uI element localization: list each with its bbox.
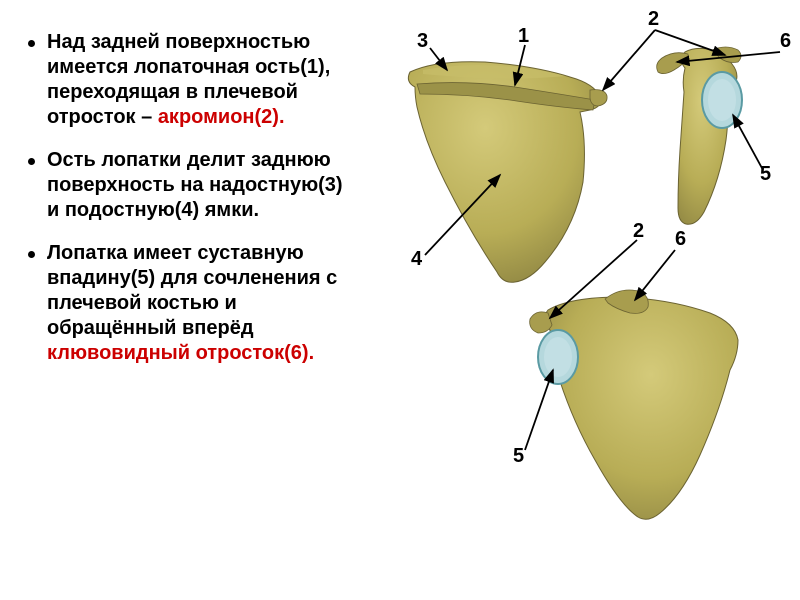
label-6-top: 6: [780, 30, 791, 53]
bullet-dot: [28, 251, 35, 258]
text-panel: Над задней поверхностью имеется лопаточн…: [0, 0, 355, 600]
label-4: 4: [411, 248, 422, 271]
label-6-mid: 6: [675, 228, 686, 251]
label-2-mid: 2: [633, 220, 644, 243]
bullet-dot: [28, 158, 35, 165]
label-5-bottom: 5: [513, 445, 524, 468]
label-5-right: 5: [760, 163, 771, 186]
figure-panel: 3 1 2 6 4 5 2 6 5: [355, 0, 800, 600]
label-1: 1: [518, 25, 529, 48]
bullet-highlight: клювовидный отросток(6).: [47, 342, 314, 364]
scapula-lateral: [630, 40, 770, 230]
label-3: 3: [417, 30, 428, 53]
bullet-text-3: Лопатка имеет суставную впадину(5) для с…: [47, 241, 345, 366]
scapula-anterior: [510, 285, 750, 535]
label-2-top: 2: [648, 8, 659, 31]
bullet-prefix: Ость лопатки делит заднюю поверхность на…: [47, 149, 343, 221]
scapula-posterior: [395, 52, 610, 287]
bullet-3: Лопатка имеет суставную впадину(5) для с…: [28, 241, 345, 366]
bullet-1: Над задней поверхностью имеется лопаточн…: [28, 30, 345, 130]
bullet-prefix: Лопатка имеет суставную впадину(5) для с…: [47, 242, 337, 339]
bullet-text-1: Над задней поверхностью имеется лопаточн…: [47, 30, 345, 130]
bullet-highlight: акромион(2).: [158, 106, 285, 128]
bullet-2: Ость лопатки делит заднюю поверхность на…: [28, 148, 345, 223]
bullet-text-2: Ость лопатки делит заднюю поверхность на…: [47, 148, 345, 223]
bullet-dot: [28, 40, 35, 47]
